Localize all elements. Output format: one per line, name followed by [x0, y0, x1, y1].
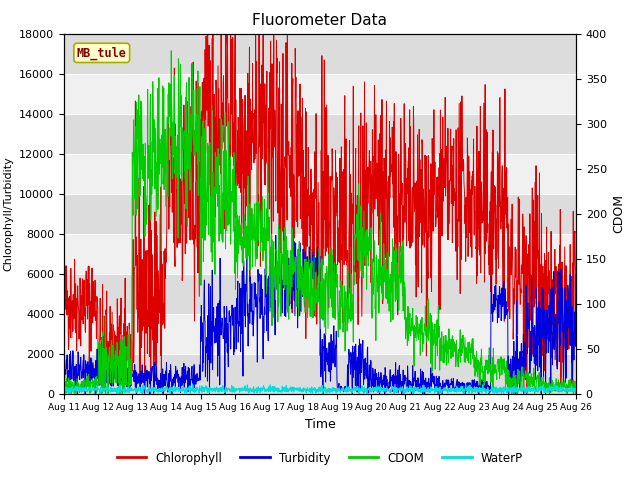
- Bar: [64, 274, 576, 313]
- Y-axis label: Chlorophyll/Turbidity: Chlorophyll/Turbidity: [4, 156, 13, 271]
- Title: Fluorometer Data: Fluorometer Data: [253, 13, 387, 28]
- Y-axis label: CDOM: CDOM: [612, 194, 625, 233]
- X-axis label: Time: Time: [305, 418, 335, 431]
- Legend: Chlorophyll, Turbidity, CDOM, WaterP: Chlorophyll, Turbidity, CDOM, WaterP: [112, 447, 528, 469]
- Bar: [64, 34, 576, 73]
- Bar: [64, 114, 576, 154]
- Text: MB_tule: MB_tule: [77, 46, 127, 60]
- Bar: [64, 193, 576, 234]
- Bar: [64, 354, 576, 394]
